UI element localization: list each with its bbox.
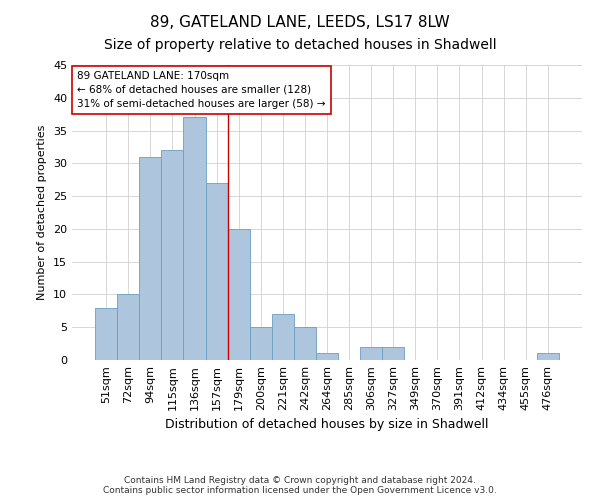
Bar [139, 157, 161, 360]
X-axis label: Distribution of detached houses by size in Shadwell: Distribution of detached houses by size … [165, 418, 489, 432]
Bar [184, 118, 206, 360]
Bar [161, 150, 184, 360]
Bar [227, 229, 250, 360]
Y-axis label: Number of detached properties: Number of detached properties [37, 125, 47, 300]
Text: Contains HM Land Registry data © Crown copyright and database right 2024.
Contai: Contains HM Land Registry data © Crown c… [103, 476, 497, 495]
Text: 89 GATELAND LANE: 170sqm
← 68% of detached houses are smaller (128)
31% of semi-: 89 GATELAND LANE: 170sqm ← 68% of detach… [77, 71, 326, 109]
Bar [294, 327, 316, 360]
Text: Size of property relative to detached houses in Shadwell: Size of property relative to detached ho… [104, 38, 496, 52]
Bar [316, 354, 338, 360]
Bar [272, 314, 294, 360]
Text: 89, GATELAND LANE, LEEDS, LS17 8LW: 89, GATELAND LANE, LEEDS, LS17 8LW [150, 15, 450, 30]
Bar [206, 183, 227, 360]
Bar [382, 347, 404, 360]
Bar [537, 354, 559, 360]
Bar [95, 308, 117, 360]
Bar [250, 327, 272, 360]
Bar [117, 294, 139, 360]
Bar [360, 347, 382, 360]
